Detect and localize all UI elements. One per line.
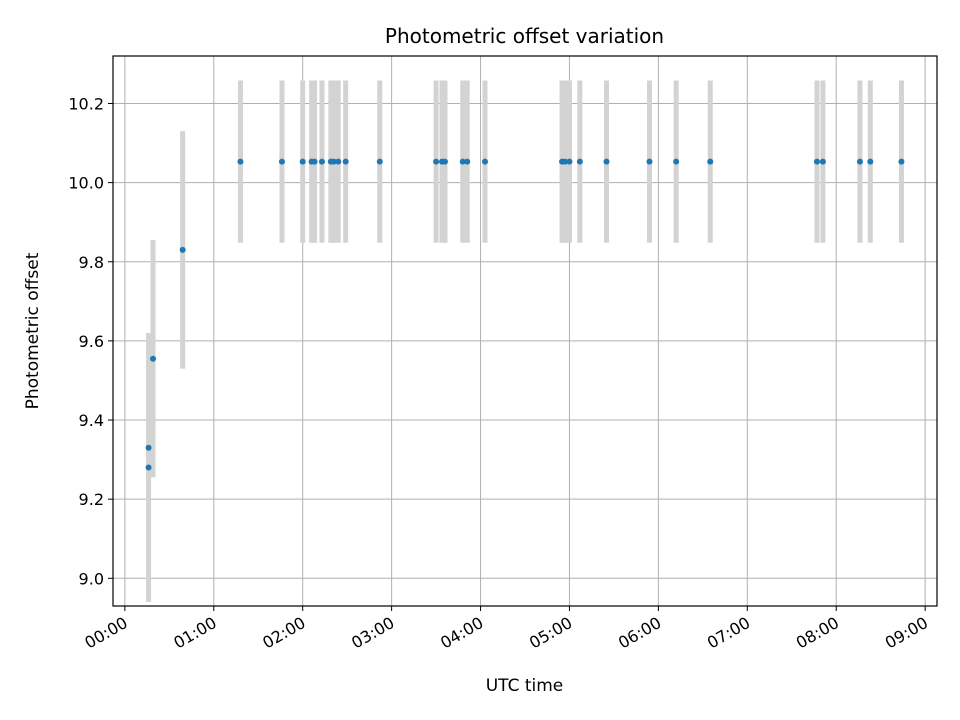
x-tick-label: 05:00: [526, 613, 575, 653]
y-axis-title: Photometric offset: [23, 252, 43, 409]
x-tick-label: 06:00: [615, 613, 664, 653]
data-point: [481, 158, 488, 165]
y-axis: 9.0 9.2 9.4 9.6 9.8 10.0 10.2: [68, 94, 113, 588]
data-point: [576, 158, 583, 165]
data-points: [145, 158, 905, 471]
data-point: [335, 158, 342, 165]
x-tick-label: 00:00: [81, 613, 130, 653]
data-point: [376, 158, 383, 165]
y-tick-label: 9.4: [79, 411, 104, 430]
x-tick-label: 09:00: [882, 613, 931, 653]
x-axis-title: UTC time: [486, 676, 564, 696]
data-point: [707, 158, 714, 165]
x-tick-label: 08:00: [793, 613, 842, 653]
data-point: [433, 158, 440, 165]
x-tick-label: 04:00: [437, 613, 486, 653]
chart-title: Photometric offset variation: [385, 24, 664, 48]
x-tick-label: 03:00: [348, 613, 397, 653]
data-point: [459, 158, 466, 165]
y-tick-label: 10.0: [68, 174, 104, 193]
x-tick-label: 07:00: [704, 613, 753, 653]
data-point: [299, 158, 306, 165]
y-tick-label: 9.6: [79, 332, 104, 351]
data-point: [150, 355, 157, 362]
data-point: [867, 158, 874, 165]
x-tick-label: 01:00: [170, 613, 219, 653]
data-point: [673, 158, 680, 165]
data-point: [278, 158, 285, 165]
y-tick-label: 10.2: [68, 94, 104, 113]
data-point: [237, 158, 244, 165]
y-tick-label: 9.2: [79, 490, 104, 509]
data-point: [464, 158, 471, 165]
x-tick-label: 02:00: [259, 613, 308, 653]
data-point: [566, 158, 573, 165]
data-point: [330, 158, 337, 165]
data-point: [898, 158, 905, 165]
data-point: [145, 464, 152, 471]
data-point: [813, 158, 820, 165]
data-point: [342, 158, 349, 165]
data-point: [819, 158, 826, 165]
grid: [113, 56, 937, 606]
data-point: [318, 158, 325, 165]
data-point: [179, 246, 186, 253]
data-point: [145, 444, 152, 451]
data-point: [562, 158, 569, 165]
data-point: [646, 158, 653, 165]
data-point: [441, 158, 448, 165]
data-point: [856, 158, 863, 165]
x-axis: 00:00 01:00 02:00 03:00 04:00 05:00 06:00 07:00…: [81, 606, 931, 653]
data-point: [603, 158, 610, 165]
plot-frame: [112, 55, 938, 607]
y-tick-label: 9.0: [79, 569, 104, 588]
y-tick-label: 9.8: [79, 253, 104, 272]
data-point: [311, 158, 318, 165]
